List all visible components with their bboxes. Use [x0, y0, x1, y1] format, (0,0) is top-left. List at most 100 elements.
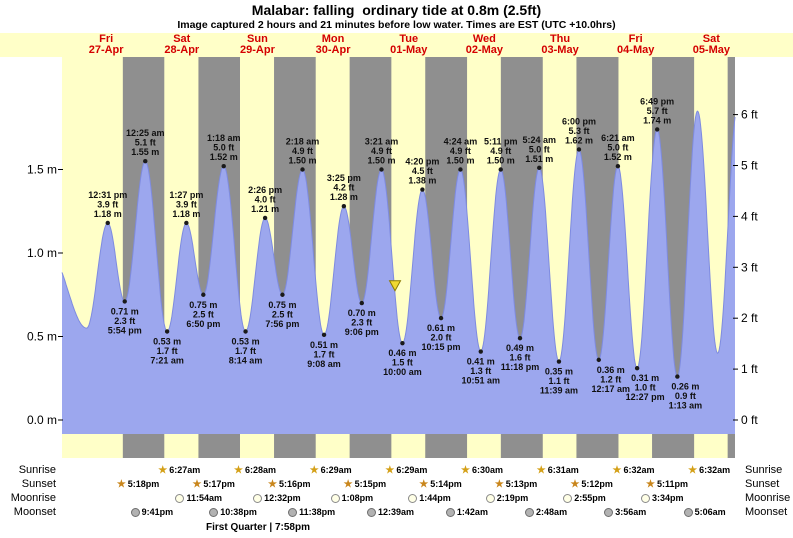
tide-point-label: 0.36 m 1.2 ft 12:17 am — [592, 365, 631, 394]
moonset-marker: 11:38pm — [288, 507, 335, 518]
tide-point-label: 4:20 pm 4.5 ft 1.38 m — [405, 157, 439, 186]
sunrise-time: 6:29am — [320, 465, 352, 475]
sunrise-time: 6:28am — [244, 465, 276, 475]
tide-point-label: 1:18 am 5.0 ft 1.52 m — [207, 133, 241, 162]
sunset-time: 5:18pm — [127, 479, 160, 489]
tide-point-label: 0.53 m 1.7 ft 7:21 am — [150, 336, 184, 365]
y-axis-label-left: 0.0 m — [27, 413, 57, 427]
sunrise-time: 6:32am — [699, 465, 731, 475]
day-header-text: 05-May — [692, 44, 730, 56]
sunrise-marker: ★ 6:32am — [612, 465, 654, 476]
moonrise-time: 11:54am — [186, 493, 222, 503]
day-header-thu-03-may: Thu 03-May — [541, 34, 578, 56]
moonset-icon — [366, 508, 376, 517]
sunset-star-icon: ★ — [419, 478, 429, 490]
moonrise-marker: 12:32pm — [253, 493, 301, 504]
sunset-time: 5:16pm — [279, 479, 311, 489]
tide-point-dot — [321, 332, 327, 338]
moonrise-icon — [563, 494, 573, 503]
day-header-text: Sat — [702, 33, 720, 45]
moonrise-icon — [175, 494, 185, 503]
tide-point-dot — [596, 357, 601, 363]
y-axis-label-right: 0 ft — [741, 413, 758, 427]
tide-point-label: 3:25 pm 4.2 ft 1.28 m — [327, 173, 361, 202]
sunrise-marker: ★ 6:29am — [385, 465, 427, 476]
moonset-icon — [209, 508, 219, 517]
almanac-row-label-moonset-right: Moonset — [745, 506, 788, 518]
tide-point-label: 5:24 am 5.0 ft 1.51 m — [522, 135, 556, 164]
sunset-marker: ★ 5:12pm — [570, 479, 612, 490]
tide-point-dot — [634, 366, 640, 371]
tide-point-label: 0.41 m 1.3 ft 10:51 am — [462, 357, 501, 386]
day-header-text: Wed — [472, 33, 496, 45]
moonset-time: 9:41pm — [141, 507, 174, 517]
date-header-strip: Fri 27-Apr Sat 28-Apr Sun 29-Apr Mon 30-Apr Tue 0… — [0, 33, 793, 57]
moonrise-icon — [408, 494, 418, 503]
y-axis-label-right: 2 ft — [741, 311, 758, 325]
sunset-marker: ★ 5:15pm — [344, 479, 386, 490]
sunset-marker: ★ 5:13pm — [495, 479, 537, 490]
tide-point-label: 5:11 pm 4.9 ft 1.50 m — [484, 137, 518, 166]
moonrise-time: 1:08pm — [341, 493, 374, 503]
sunrise-marker: ★ 6:27am — [158, 465, 200, 476]
sunset-star-icon: ★ — [494, 478, 504, 490]
moonset-icon — [604, 508, 614, 517]
y-axis-label-right: 6 ft — [741, 108, 758, 122]
moonrise-time: 1:44pm — [419, 493, 451, 503]
moonset-marker: 10:38pm — [209, 507, 257, 518]
day-header-text: 28-Apr — [164, 44, 200, 56]
tide-point-label: 2:18 am 4.9 ft 1.50 m — [286, 137, 320, 166]
tide-point-label: 0.49 m 1.6 ft 11:18 pm — [501, 343, 540, 372]
y-axis-label-right: 4 ft — [741, 209, 758, 223]
tide-point-label: 0.51 m 1.7 ft 9:08 am — [307, 340, 341, 369]
sunset-time: 5:17pm — [203, 479, 235, 489]
day-header-text: 29-Apr — [240, 44, 275, 56]
tide-point-dot — [122, 299, 127, 304]
moonset-time: 11:38pm — [299, 507, 336, 517]
sunrise-star-icon: ★ — [233, 464, 243, 476]
y-axis-label-right: 3 ft — [741, 260, 758, 274]
moonrise-icon — [485, 494, 495, 503]
day-header-fri-04-may: Fri 04-May — [617, 34, 654, 56]
tide-point-dot — [675, 374, 680, 379]
tide-point-dot — [341, 204, 347, 209]
tide-point-dot — [262, 215, 268, 221]
sunset-marker: ★ 5:18pm — [117, 479, 159, 490]
sunset-star-icon: ★ — [343, 478, 353, 490]
sunrise-time: 6:27am — [169, 465, 201, 475]
tide-point-dot — [379, 167, 384, 172]
moonrise-icon — [330, 494, 340, 503]
moonrise-marker: 2:55pm — [563, 493, 606, 504]
sunset-time: 5:12pm — [581, 479, 613, 489]
tide-point-dot — [654, 127, 660, 132]
tide-point-dot — [438, 315, 444, 321]
sunrise-marker: ★ 6:28am — [234, 465, 276, 476]
moonrise-marker: 1:08pm — [330, 493, 374, 504]
sunrise-marker: ★ 6:29am — [310, 465, 352, 476]
tide-point-label: 3:21 am 4.9 ft 1.50 m — [365, 137, 399, 166]
day-header-text: Thu — [549, 33, 571, 45]
tide-point-label: 0.75 m 2.5 ft 6:50 pm — [186, 300, 220, 329]
day-header-text: Tue — [399, 33, 419, 45]
sunrise-star-icon: ★ — [158, 464, 168, 476]
day-header-text: 01-May — [390, 44, 428, 56]
almanac-row-label-sunset-right: Sunset — [745, 478, 780, 490]
tide-point-label: 1:27 pm 3.9 ft 1.18 m — [169, 190, 203, 219]
moonset-time: 3:56am — [615, 507, 647, 517]
tide-point-label: 4:24 am 4.9 ft 1.50 m — [444, 137, 478, 166]
tide-point-label: 0.71 m 2.3 ft 5:54 pm — [108, 306, 142, 335]
tide-point-label: 0.26 m 0.9 ft 1:13 am — [669, 382, 703, 411]
moonset-icon — [683, 508, 693, 517]
page-subtitle: Image captured 2 hours and 21 minutes be… — [177, 19, 616, 31]
y-axis-label-left: 1.5 m — [27, 163, 57, 177]
moonset-icon — [445, 508, 455, 517]
tide-point-dot — [556, 359, 562, 364]
tide-point-label: 12:25 am 5.1 ft 1.55 m — [126, 128, 165, 157]
day-header-fri-27-apr: Fri 27-Apr — [89, 34, 124, 56]
tide-point-label: 0.35 m 1.1 ft 11:39 am — [540, 367, 578, 396]
tide-point-dot — [576, 147, 582, 152]
sunrise-star-icon: ★ — [688, 464, 698, 476]
tide-point-dot — [458, 167, 463, 172]
day-header-text: 04-May — [617, 44, 655, 56]
tide-point-dot — [201, 292, 206, 297]
